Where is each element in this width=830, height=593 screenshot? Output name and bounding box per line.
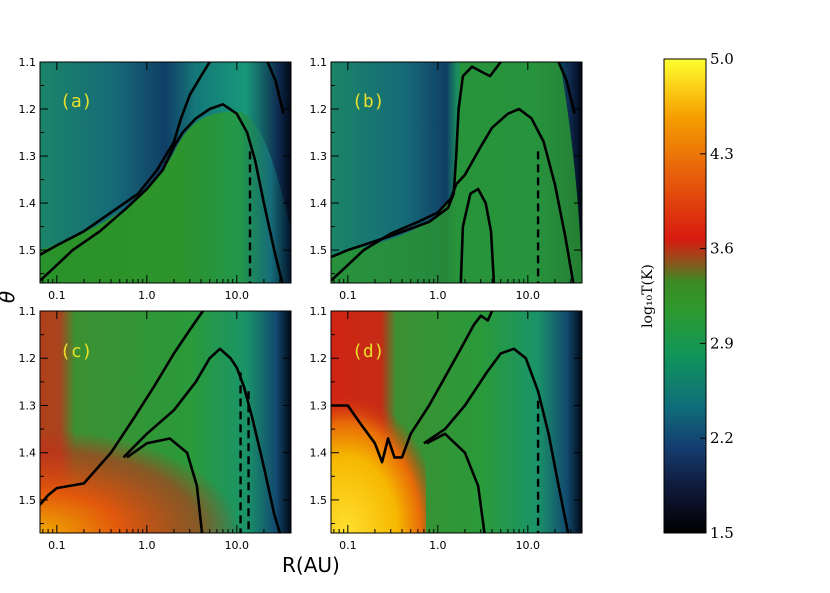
y-tick-label: 1.1 — [19, 305, 37, 318]
panel-d-background — [331, 311, 582, 533]
x-tick-label: 10.0 — [225, 289, 250, 302]
y-tick-label: 1.5 — [310, 494, 328, 507]
contour-line — [459, 187, 496, 283]
y-tick-label: 1.3 — [310, 399, 328, 412]
contour-line — [40, 311, 204, 506]
x-tick-label: 10.0 — [516, 289, 541, 302]
colorbar-tick-label: 4.3 — [710, 145, 734, 163]
panel-c-label: (c) — [60, 341, 93, 362]
y-tick-label: 1.1 — [19, 56, 37, 69]
x-tick-label: 1.0 — [429, 289, 447, 302]
y-tick-label: 1.5 — [310, 244, 328, 257]
contour-line — [126, 437, 204, 533]
panel-b-label: (b) — [352, 91, 385, 112]
panel-d-frame — [330, 310, 583, 534]
y-tick-label: 1.2 — [19, 352, 37, 365]
panel-c-contours — [40, 311, 282, 533]
panel-d-label: (d) — [352, 341, 385, 362]
colorbar-tick-label: 2.9 — [710, 334, 734, 352]
x-tick-label: 1.0 — [138, 539, 156, 552]
x-tick-label: 1.0 — [138, 289, 156, 302]
colorbar-tick-label: 1.5 — [710, 524, 734, 542]
contour-line — [331, 62, 502, 259]
y-tick-label: 1.3 — [19, 399, 37, 412]
panel-a-contours — [40, 62, 285, 283]
panel-c-frame — [39, 310, 292, 534]
y-tick-label: 1.4 — [19, 447, 37, 460]
panel-a-frame — [39, 61, 292, 284]
contour-line — [426, 432, 486, 533]
y-tick-label: 1.5 — [19, 244, 37, 257]
colorbar — [663, 58, 707, 534]
y-tick-label: 1.5 — [19, 494, 37, 507]
y-tick-label: 1.2 — [310, 352, 328, 365]
y-tick-label: 1.3 — [310, 150, 328, 163]
y-tick-label: 1.2 — [19, 103, 37, 116]
colorbar-title: log₁₀T(K) — [640, 264, 656, 328]
x-tick-label: 0.1 — [48, 289, 66, 302]
y-tick-label: 1.2 — [310, 103, 328, 116]
x-tick-label: 10.0 — [225, 539, 250, 552]
y-tick-label: 1.3 — [19, 150, 37, 163]
contour-line — [266, 62, 285, 115]
axis-ticks: 1.1 1.2 1.3 1.4 1.5 0.1 1.0 10.0 1.1 1.2 1.3 1.4 1.5… — [19, 56, 582, 552]
contour-line — [40, 62, 211, 256]
x-tick-label: 0.1 — [339, 289, 357, 302]
y-tick-label: 1.4 — [310, 447, 328, 460]
y-tick-label: 1.1 — [310, 305, 328, 318]
contour-line — [40, 103, 284, 283]
panel-d-contours — [331, 311, 570, 533]
y-axis-title: θ — [0, 291, 19, 303]
x-tick-label: 0.1 — [48, 539, 66, 552]
x-axis-title: R(AU) — [282, 553, 340, 577]
x-tick-label: 1.0 — [429, 539, 447, 552]
contour-line — [331, 311, 494, 464]
panel-b-background — [331, 62, 582, 283]
colorbar-tick-label: 5.0 — [710, 50, 734, 68]
panel-a-background — [40, 62, 291, 283]
y-tick-label: 1.4 — [19, 197, 37, 210]
panel-b-contours — [331, 62, 576, 283]
panel-a-label: (a) — [60, 91, 93, 112]
colorbar-ticks: 5.0 4.3 3.6 2.9 2.2 1.5 — [700, 50, 734, 542]
colorbar-tick-label: 3.6 — [710, 240, 734, 258]
x-tick-label: 10.0 — [516, 539, 541, 552]
x-tick-label: 0.1 — [339, 539, 357, 552]
contour-line — [557, 62, 576, 115]
y-tick-label: 1.1 — [310, 56, 328, 69]
y-tick-label: 1.4 — [310, 197, 328, 210]
panel-b-frame — [330, 61, 583, 284]
contour-line — [423, 347, 570, 533]
colorbar-tick-label: 2.2 — [710, 429, 734, 447]
contour-line — [122, 347, 282, 533]
